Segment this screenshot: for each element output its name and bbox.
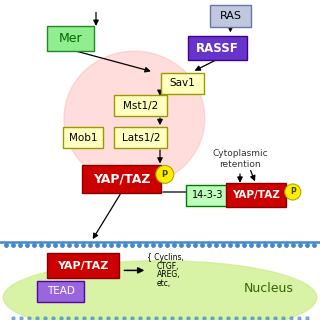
- Text: etc,: etc,: [157, 279, 171, 288]
- Circle shape: [156, 165, 174, 183]
- Text: { Cyclins,: { Cyclins,: [147, 253, 184, 262]
- FancyBboxPatch shape: [226, 183, 286, 207]
- FancyBboxPatch shape: [47, 26, 94, 51]
- Text: YAP/TAZ: YAP/TAZ: [232, 190, 280, 200]
- FancyBboxPatch shape: [114, 95, 167, 116]
- Text: RASSF: RASSF: [196, 42, 239, 54]
- FancyBboxPatch shape: [188, 36, 247, 60]
- FancyBboxPatch shape: [47, 253, 119, 278]
- Text: P: P: [290, 188, 296, 196]
- Ellipse shape: [64, 51, 205, 186]
- FancyBboxPatch shape: [186, 185, 230, 206]
- Text: CTGF,: CTGF,: [157, 262, 179, 271]
- Text: Mer: Mer: [59, 32, 82, 45]
- Text: Cytoplasmic: Cytoplasmic: [212, 149, 268, 158]
- FancyBboxPatch shape: [82, 165, 161, 193]
- Text: Lats1/2: Lats1/2: [122, 132, 160, 143]
- FancyBboxPatch shape: [210, 5, 251, 27]
- Text: RAS: RAS: [220, 11, 241, 21]
- FancyBboxPatch shape: [37, 281, 84, 302]
- Text: TEAD: TEAD: [47, 286, 75, 296]
- Text: Mob1: Mob1: [69, 132, 98, 143]
- FancyBboxPatch shape: [63, 127, 103, 148]
- Text: Sav1: Sav1: [170, 78, 195, 88]
- Text: retention: retention: [219, 160, 261, 169]
- FancyBboxPatch shape: [161, 73, 204, 94]
- Text: AREG,: AREG,: [157, 270, 180, 279]
- Circle shape: [285, 184, 301, 200]
- Text: 14-3-3: 14-3-3: [192, 190, 224, 200]
- Text: Mst1/2: Mst1/2: [123, 100, 158, 111]
- Ellipse shape: [3, 261, 317, 320]
- Text: YAP/TAZ: YAP/TAZ: [93, 173, 150, 186]
- Text: Nucleus: Nucleus: [244, 282, 294, 294]
- Text: P: P: [162, 170, 168, 179]
- FancyBboxPatch shape: [114, 127, 167, 148]
- Text: YAP/TAZ: YAP/TAZ: [58, 260, 109, 271]
